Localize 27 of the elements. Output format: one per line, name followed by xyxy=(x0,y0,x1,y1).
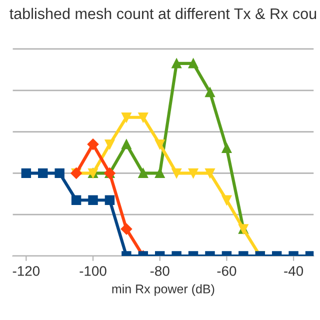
x-axis-title: min Rx power (dB) xyxy=(112,284,214,296)
x-tick-label: -60 xyxy=(217,266,236,276)
x-tick-label: -80 xyxy=(150,266,170,276)
x-tick-label: -40 xyxy=(284,266,304,276)
point xyxy=(104,195,115,206)
point xyxy=(21,168,32,178)
point xyxy=(122,139,132,150)
point xyxy=(205,168,215,178)
point xyxy=(122,112,132,122)
point xyxy=(104,139,115,150)
point xyxy=(54,168,64,178)
point xyxy=(154,168,165,178)
point xyxy=(71,195,82,206)
point xyxy=(222,195,232,206)
point xyxy=(88,195,98,206)
point xyxy=(222,143,232,154)
point xyxy=(87,138,99,150)
point xyxy=(172,168,182,178)
point xyxy=(138,112,148,122)
chart-title: tablished mesh count at different Tx & Rx cou xyxy=(10,8,316,20)
point xyxy=(188,168,198,178)
point xyxy=(205,87,215,98)
point xyxy=(154,139,165,150)
point xyxy=(38,168,48,178)
point xyxy=(138,168,148,178)
x-tick-label: -120 xyxy=(12,266,40,276)
x-tick-label: -100 xyxy=(80,266,106,276)
